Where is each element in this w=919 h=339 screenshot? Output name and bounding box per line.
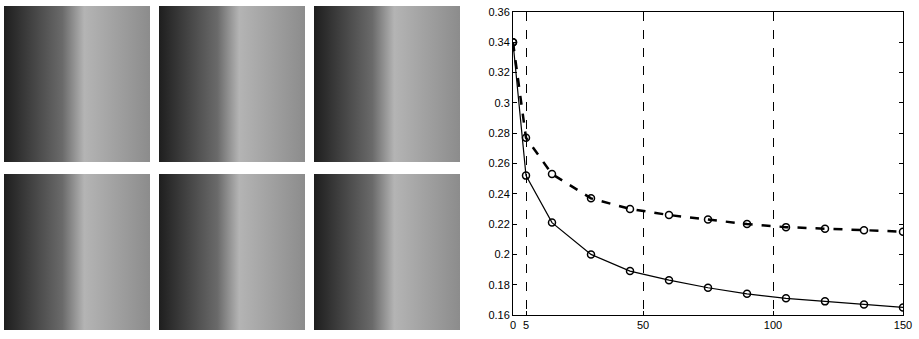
svg-text:0.36: 0.36	[488, 6, 509, 18]
svg-text:0.34: 0.34	[488, 36, 509, 48]
svg-text:0.2: 0.2	[495, 248, 510, 260]
svg-text:0.18: 0.18	[488, 279, 509, 291]
svg-text:150: 150	[894, 319, 912, 331]
svg-text:0.16: 0.16	[488, 309, 509, 321]
svg-text:50: 50	[637, 319, 649, 331]
svg-text:0.22: 0.22	[488, 218, 509, 230]
svg-text:0.32: 0.32	[488, 66, 509, 78]
svg-text:100: 100	[764, 319, 782, 331]
svg-text:0.26: 0.26	[488, 157, 509, 169]
svg-text:5: 5	[523, 319, 529, 331]
svg-text:0.3: 0.3	[495, 97, 510, 109]
svg-text:0: 0	[510, 319, 516, 331]
svg-text:0.28: 0.28	[488, 127, 509, 139]
svg-text:0.24: 0.24	[488, 188, 509, 200]
